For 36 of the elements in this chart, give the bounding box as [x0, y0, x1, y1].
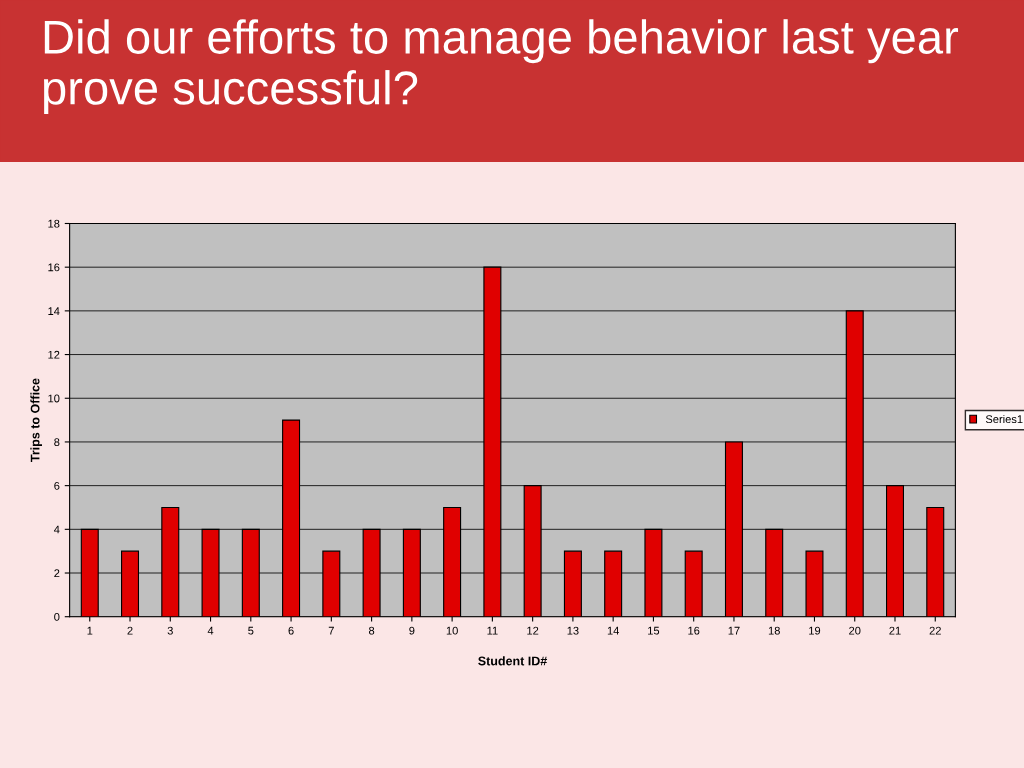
- x-tick-label: 16: [688, 626, 700, 635]
- y-tick-label: 6: [54, 481, 60, 490]
- x-tick-label: 1: [87, 626, 93, 635]
- y-tick-label: 18: [48, 219, 60, 228]
- x-tick-label: 14: [607, 626, 620, 635]
- x-tick-label: 4: [207, 626, 214, 635]
- y-tick-label: 16: [48, 263, 60, 272]
- y-tick-label: 4: [53, 525, 60, 534]
- x-tick-label: 7: [328, 626, 334, 635]
- x-tick-label: 13: [567, 626, 579, 635]
- y-tick-label: 10: [48, 394, 60, 403]
- x-tick-label: 10: [446, 626, 458, 635]
- x-tick-label: 17: [728, 626, 740, 635]
- y-tick-label: 12: [48, 350, 60, 359]
- x-tick-label: 3: [167, 626, 173, 635]
- x-tick-label: 20: [849, 626, 861, 635]
- x-tick-label: 6: [288, 626, 294, 635]
- x-tick-label: 18: [768, 626, 780, 635]
- y-axis-title: Trips to Office: [30, 378, 42, 462]
- x-axis-title: Student ID#: [478, 656, 548, 666]
- chart-title: Did our efforts to manage behavior last year prove successful?: [44, 19, 959, 115]
- x-tick-label: 5: [248, 626, 254, 635]
- x-tick-label: 11: [487, 626, 498, 635]
- x-tick-label: 2: [127, 626, 133, 635]
- y-tick-label: 8: [54, 438, 60, 447]
- x-tick-label: 22: [929, 626, 941, 635]
- legend-label: Series1: [985, 414, 1023, 424]
- x-tick-label: 12: [527, 626, 539, 635]
- y-tick-label: 14: [48, 307, 60, 315]
- x-tick-label: 21: [889, 626, 901, 635]
- y-tick-label: 2: [54, 569, 60, 578]
- x-tick-label: 9: [409, 626, 415, 635]
- y-tick-label: 0: [54, 612, 60, 621]
- x-tick-label: 8: [368, 626, 375, 635]
- x-tick-label: 15: [648, 626, 660, 635]
- x-tick-label: 19: [809, 626, 821, 635]
